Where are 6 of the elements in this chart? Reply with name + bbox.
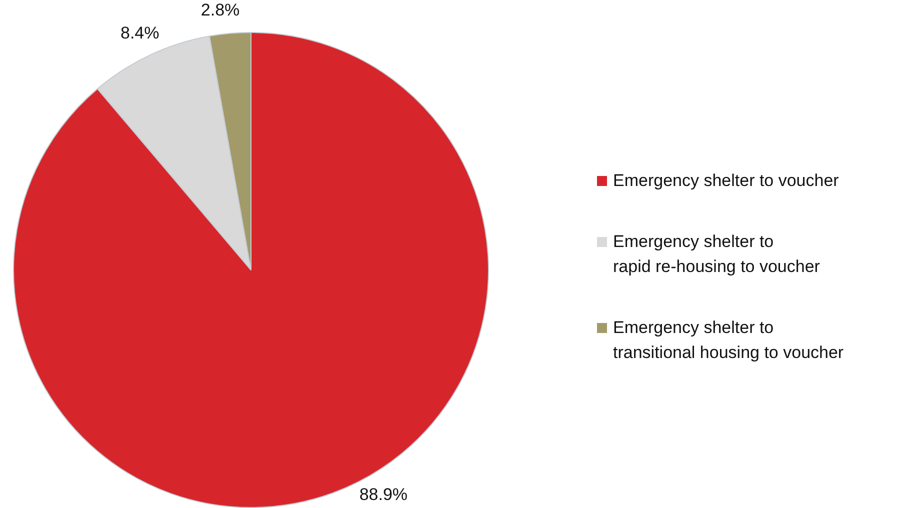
legend-label: Emergency shelter to rapid re-housing to voucher [613, 231, 820, 278]
data-label: 8.4% [120, 23, 160, 42]
data-label: 88.9% [359, 484, 408, 504]
legend-label: Emergency shelter to transitional housing to voucher [613, 317, 844, 364]
legend-label: Emergency shelter to voucher [613, 170, 839, 192]
data-label: 2.8% [200, 0, 240, 20]
